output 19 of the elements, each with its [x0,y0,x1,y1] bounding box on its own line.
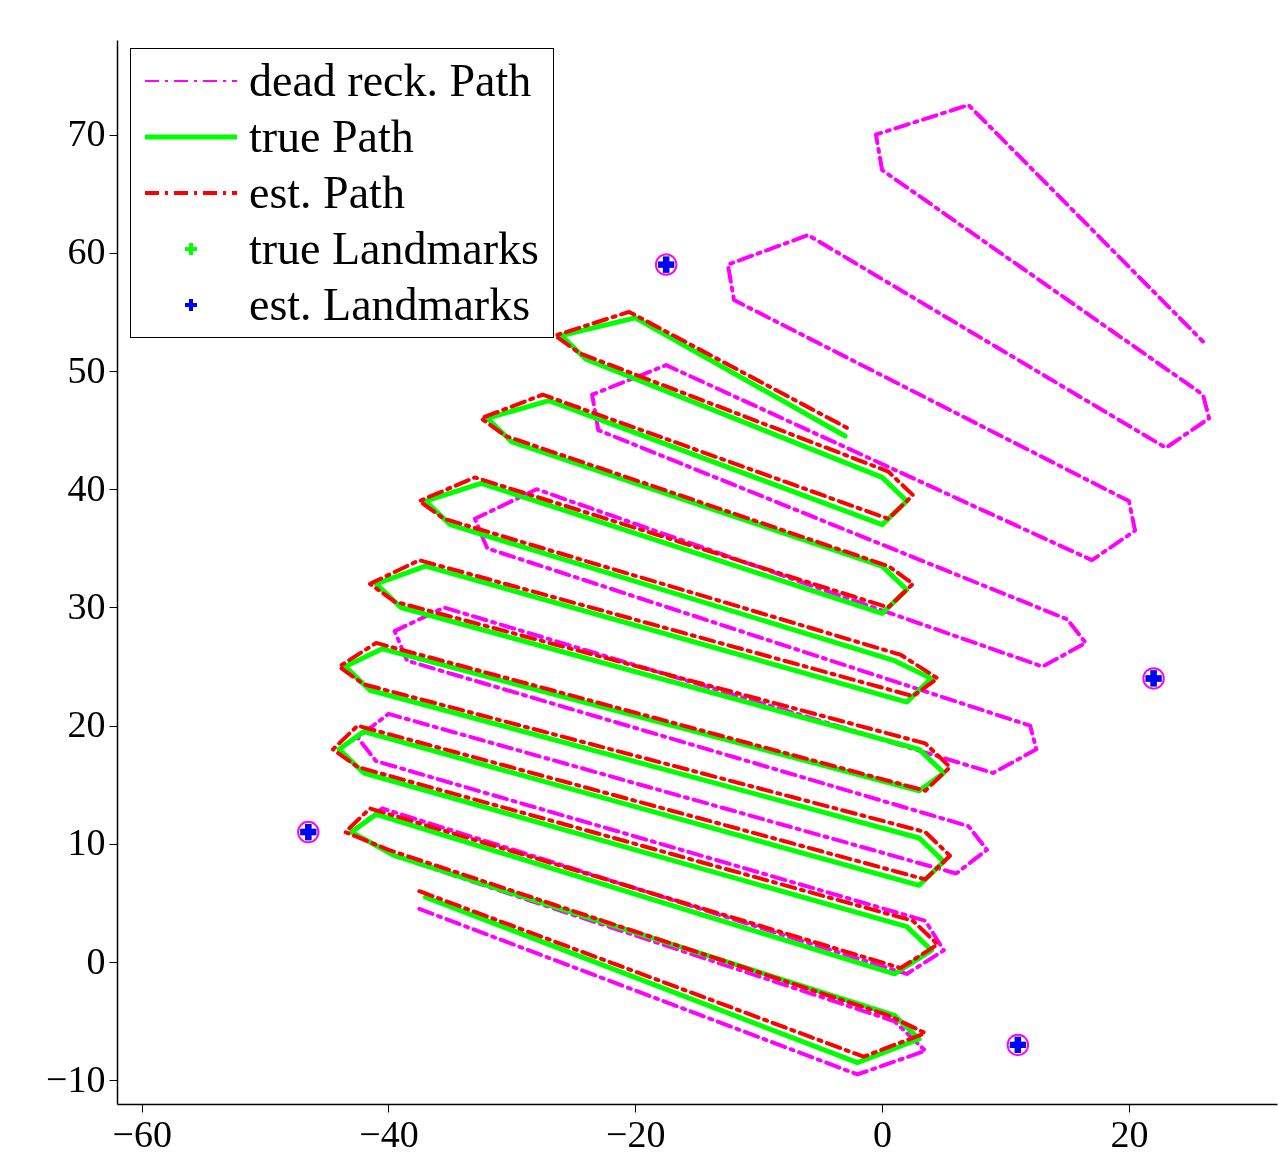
legend-label: true Landmarks [249,222,539,276]
legend-label: dead reck. Path [249,54,532,108]
y-tick-label: 40 [67,466,106,509]
y-tick-label: −10 [46,1057,106,1100]
y-tick-label: 0 [86,939,106,982]
y-tick-label: 50 [67,348,106,391]
y-tick-label: 30 [67,584,106,627]
x-tick-label: −40 [359,1112,419,1155]
legend-label: est. Landmarks [249,278,531,332]
y-tick-label: 10 [67,821,106,864]
y-tick-label: 20 [67,703,106,746]
y-tick-label: 60 [67,230,106,273]
y-tick-label: 70 [67,112,106,155]
legend-label: true Path [249,110,414,164]
x-tick-label: −60 [112,1112,172,1155]
x-tick-label: 20 [1110,1112,1149,1155]
x-tick-label: 0 [873,1112,893,1155]
x-tick-label: −20 [606,1112,666,1155]
legend-label: est. Path [249,166,405,220]
